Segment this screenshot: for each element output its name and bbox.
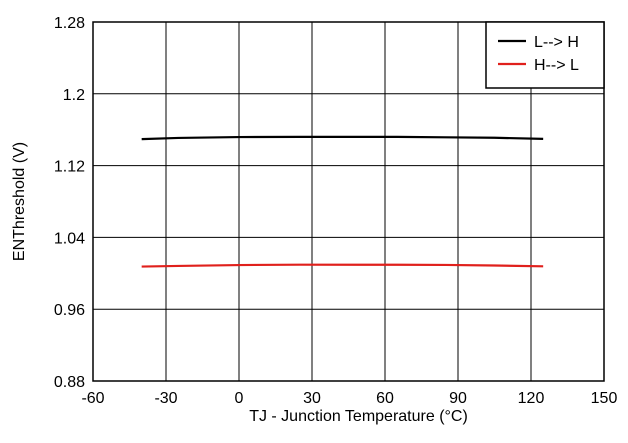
y-tick-label: 0.96 — [54, 302, 85, 319]
x-tick-label: 120 — [518, 390, 545, 407]
y-tick-label: 1.12 — [54, 159, 85, 176]
x-tick-label: -30 — [154, 390, 177, 407]
x-tick-label: -60 — [81, 390, 104, 407]
series-line-2 — [141, 263, 544, 268]
x-tick-label: 30 — [303, 390, 321, 407]
x-tick-label: 0 — [235, 390, 244, 407]
y-tick-label: 1.2 — [63, 87, 85, 104]
legend-label: L--> H — [534, 34, 579, 51]
y-tick-label: 1.28 — [54, 15, 85, 32]
x-tick-label: 60 — [376, 390, 394, 407]
plot-area-frame — [92, 21, 605, 382]
x-axis-title: TJ - Junction Temperature (°C) — [249, 408, 468, 425]
y-axis-title: ENThreshold (V) — [11, 142, 28, 261]
series-line-1 — [141, 135, 544, 141]
legend-box — [485, 21, 605, 89]
y-tick-label: 1.04 — [54, 230, 85, 247]
y-tick-label: 0.88 — [54, 374, 85, 391]
x-tick-label: 150 — [591, 390, 618, 407]
legend-label: H--> L — [534, 57, 579, 74]
x-tick-label: 90 — [449, 390, 467, 407]
